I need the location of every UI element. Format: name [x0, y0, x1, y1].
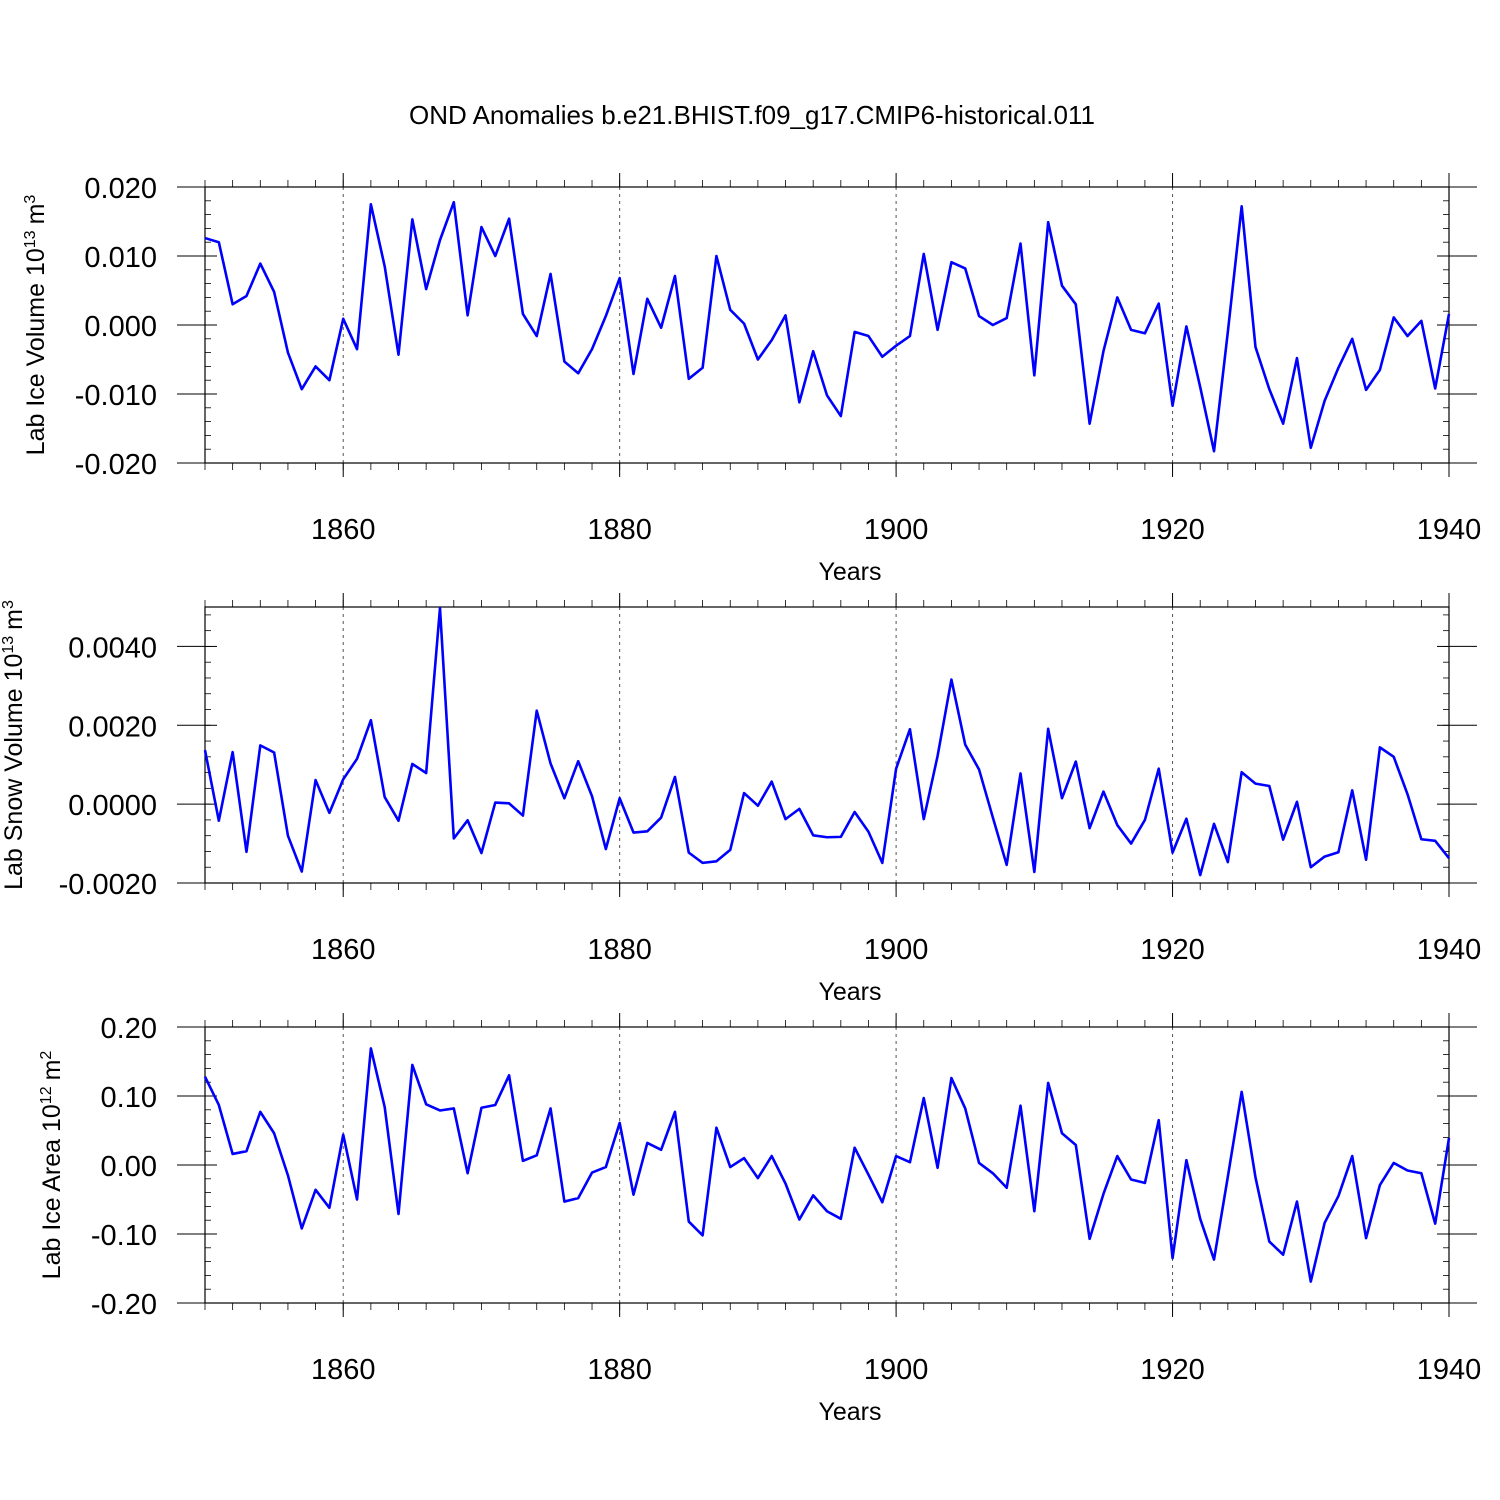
x-tick-label: 1880	[587, 514, 652, 546]
chart-title: OND Anomalies b.e21.BHIST.f09_g17.CMIP6-…	[409, 100, 1095, 130]
x-tick-label: 1900	[864, 1354, 929, 1386]
y-axis-label-unit: m	[22, 204, 50, 225]
y-tick-label: 0.0020	[68, 711, 157, 743]
x-tick-label: 1860	[311, 514, 376, 546]
y-tick-label: -0.020	[75, 449, 157, 481]
y-axis-label-unit-exponent: 3	[0, 600, 17, 609]
y-axis-label-unit-exponent: 2	[38, 1051, 55, 1060]
y-axis-label-exponent: 12	[38, 1086, 55, 1104]
y-tick-label: 0.20	[101, 1013, 157, 1045]
plot-frame	[204, 186, 1450, 464]
x-tick-label: 1940	[1417, 934, 1482, 966]
series-points	[204, 1048, 1450, 1282]
y-axis-label-unit: m	[0, 609, 28, 630]
x-tick-label: 1940	[1417, 1354, 1482, 1386]
series-line	[203, 606, 1451, 877]
y-axis-label-text: Lab Ice Area 10	[38, 1104, 66, 1279]
y-axis-label-unit-exponent: 3	[22, 195, 39, 204]
series-line	[203, 1047, 1451, 1283]
y-tick-label: 0.10	[101, 1082, 157, 1114]
x-tick-label: 1860	[311, 934, 376, 966]
y-axis-label: Lab Ice Volume 1013 m3	[22, 195, 50, 456]
x-tick-label: 1900	[864, 934, 929, 966]
y-axis-label-exponent: 13	[0, 636, 17, 654]
y-tick-label: 0.0040	[68, 632, 157, 664]
y-axis-label: Lab Ice Area 1012 m2	[38, 1051, 66, 1280]
x-tick-label: 1920	[1140, 514, 1205, 546]
x-tick-label: 1920	[1140, 934, 1205, 966]
x-axis-label: Years	[818, 1398, 881, 1426]
series-line	[204, 200, 1451, 453]
plot-frame	[204, 606, 1450, 884]
y-tick-label: 0.0000	[68, 790, 157, 822]
panel-2: -0.0020 0.0000 0.0020 0.0040 1860 1880 1900 192…	[0, 593, 1481, 1006]
x-tick-label: 1900	[864, 514, 929, 546]
y-tick-label: 0.010	[84, 242, 157, 274]
x-tick-label: 1860	[311, 1354, 376, 1386]
x-tick-label: 1920	[1140, 1354, 1205, 1386]
y-axis-label: Lab Snow Volume 1013 m3	[0, 600, 28, 890]
panel-1: -0.020 -0.010 0.000 0.010 0.020 1860 1880 1900 1…	[22, 173, 1481, 586]
x-axis-label: Years	[818, 558, 881, 586]
y-axis-label-text: Lab Snow Volume 10	[0, 654, 28, 890]
y-tick-label: 0.020	[84, 173, 157, 205]
y-tick-label: -0.10	[91, 1220, 157, 1252]
x-tick-label: 1940	[1417, 514, 1482, 546]
x-tick-label: 1880	[587, 934, 652, 966]
x-axis-label: Years	[818, 978, 881, 1006]
y-tick-label: -0.010	[75, 380, 157, 412]
y-tick-label: -0.0020	[59, 869, 157, 901]
panel-3: -0.20 -0.10 0.00 0.10 0.20 1860 1880 1900 1920 19…	[38, 1013, 1481, 1426]
y-tick-label: 0.00	[101, 1151, 157, 1183]
series-points	[204, 608, 1450, 876]
x-tick-label: 1880	[587, 1354, 652, 1386]
y-axis-label-unit: m	[38, 1060, 66, 1081]
y-axis-label-exponent: 13	[22, 230, 39, 248]
y-axis-label-text: Lab Ice Volume 10	[22, 248, 50, 455]
y-tick-label: -0.20	[91, 1289, 157, 1321]
series-points	[204, 202, 1450, 452]
y-tick-label: 0.000	[84, 311, 157, 343]
